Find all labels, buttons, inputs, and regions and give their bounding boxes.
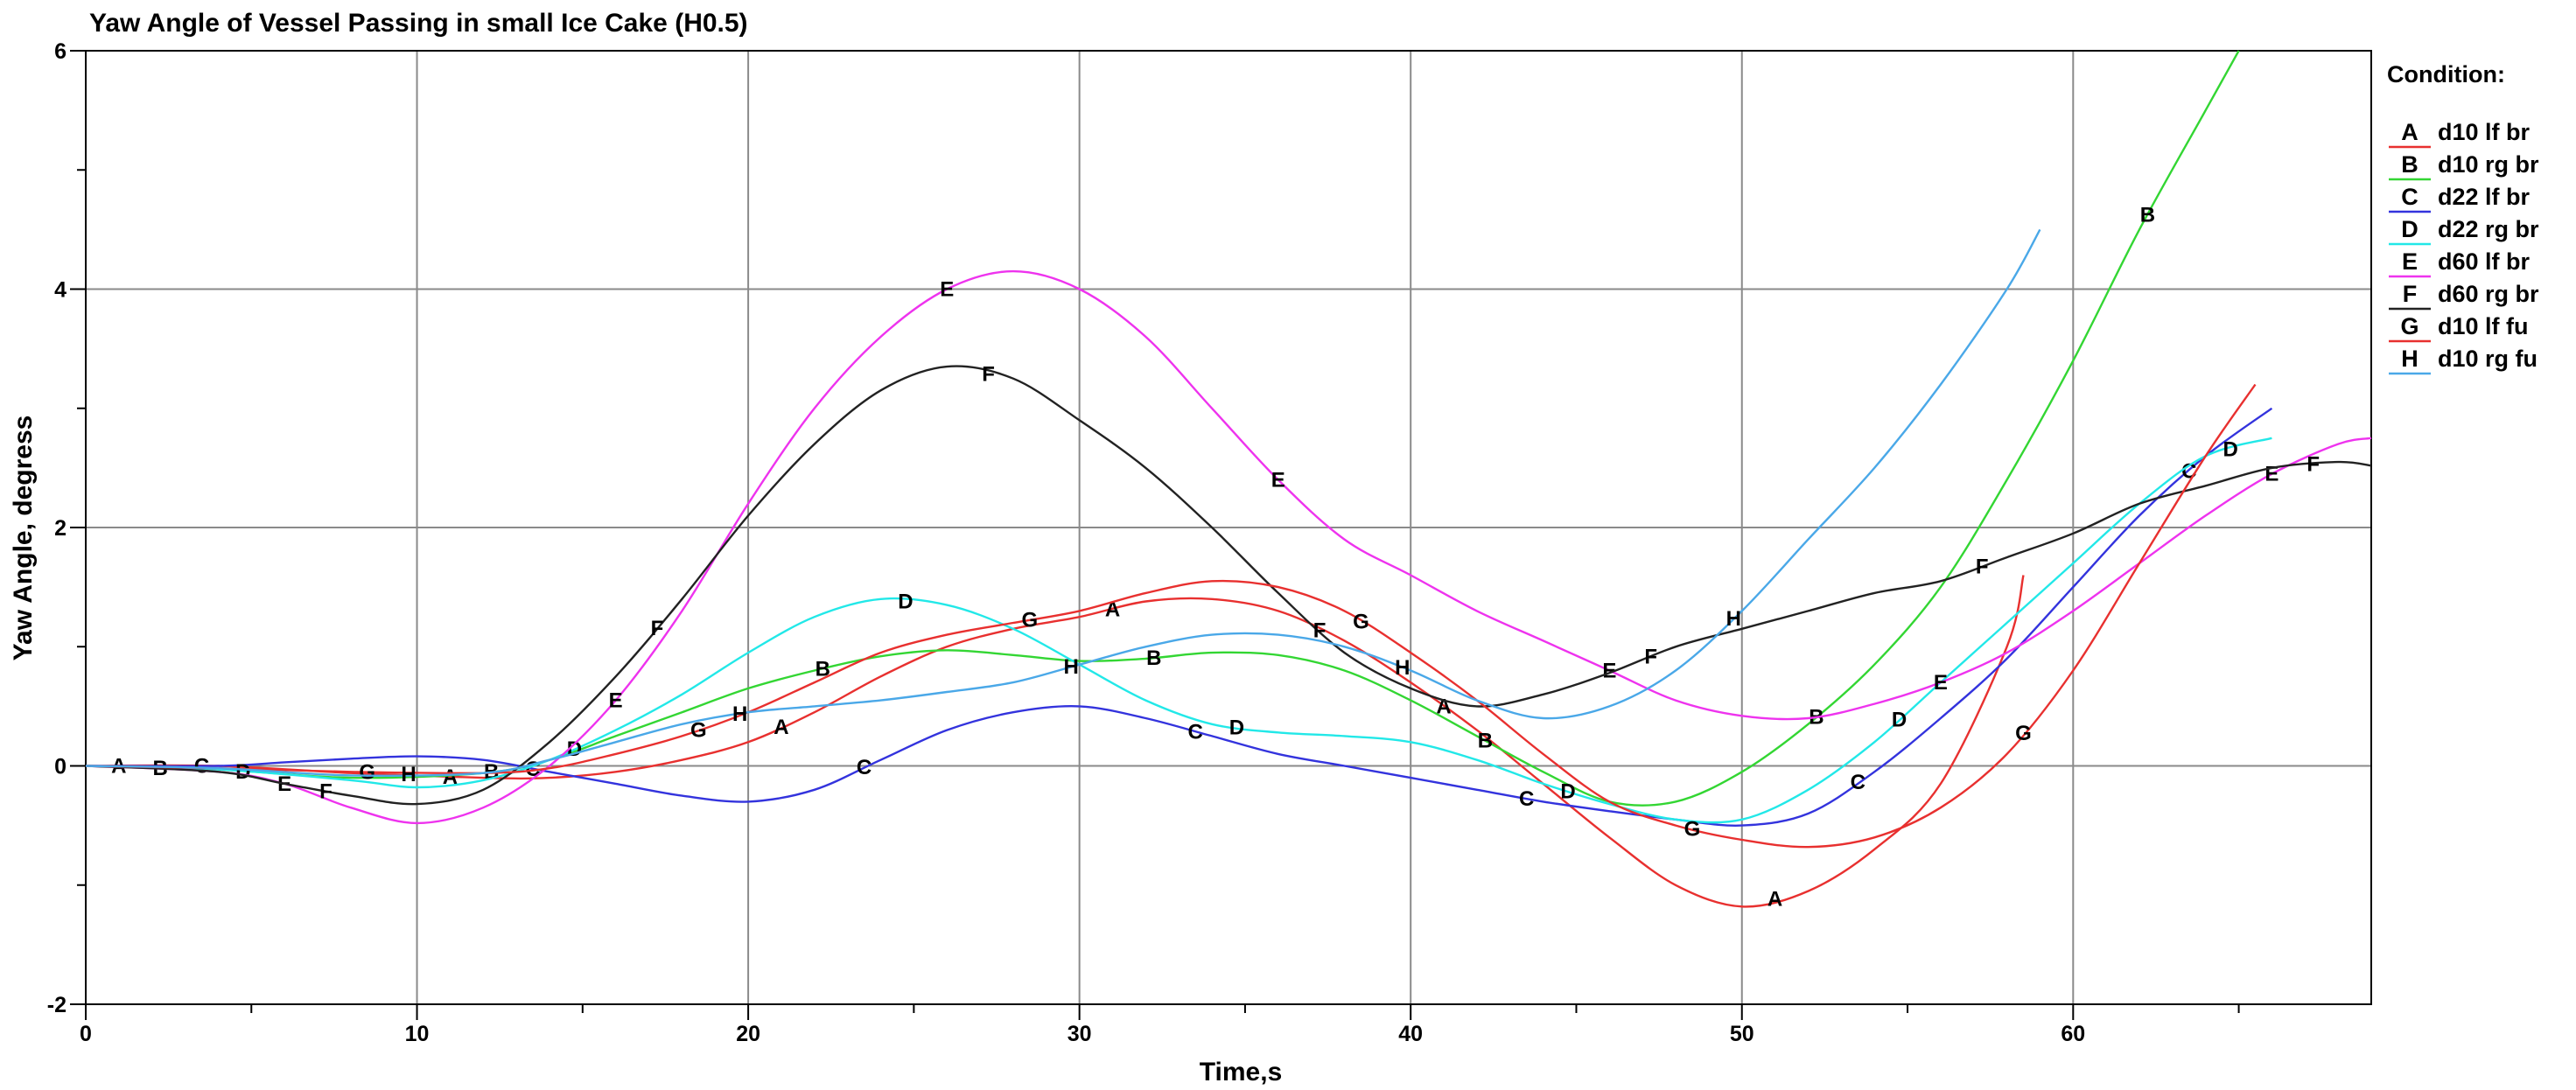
legend-marker: E bbox=[2402, 248, 2418, 275]
series-point-marker: H bbox=[1064, 655, 1079, 679]
x-axis-label: Time,s bbox=[1200, 1058, 1283, 1087]
series-point-marker: B bbox=[816, 657, 830, 681]
legend-marker: H bbox=[2401, 346, 2418, 372]
series-line-b bbox=[85, 50, 2240, 807]
y-tick-label: 0 bbox=[54, 755, 66, 779]
series-point-marker: F bbox=[982, 363, 995, 387]
series-point-marker: C bbox=[1519, 787, 1534, 811]
series-point-marker: F bbox=[651, 617, 664, 640]
series-point-marker: A bbox=[774, 716, 788, 739]
series-point-marker: D bbox=[235, 760, 250, 784]
series-point-marker: G bbox=[690, 719, 707, 743]
series-point-marker: H bbox=[401, 763, 416, 786]
series-point-marker: B bbox=[2140, 203, 2155, 227]
series-f: F F F F F F F bbox=[85, 363, 2372, 806]
series-point-marker: G bbox=[1684, 818, 1701, 842]
legend-label: d22 rg br bbox=[2438, 216, 2539, 242]
series-point-marker: D bbox=[1229, 716, 1244, 739]
series-point-marker: H bbox=[1395, 656, 1410, 680]
x-tick-label: 20 bbox=[736, 1022, 760, 1046]
series-point-marker: C bbox=[1851, 771, 1866, 794]
chart-title: Yaw Angle of Vessel Passing in small Ice… bbox=[89, 9, 748, 38]
series-point-marker: C bbox=[1187, 720, 1202, 744]
legend-label: d60 rg br bbox=[2438, 281, 2539, 307]
series-point-marker: D bbox=[898, 590, 913, 613]
legend-marker: B bbox=[2401, 151, 2418, 178]
legend-marker: A bbox=[2401, 119, 2418, 145]
legend-label: d60 lf br bbox=[2438, 248, 2530, 275]
series-point-marker: H bbox=[1726, 607, 1741, 631]
series-point-marker: G bbox=[359, 760, 375, 784]
y-tick-label: 6 bbox=[54, 39, 66, 64]
grid-lines bbox=[86, 51, 2371, 1004]
legend-marker: C bbox=[2401, 184, 2418, 210]
y-tick-label: 4 bbox=[54, 278, 66, 303]
legend-title: Condition: bbox=[2387, 61, 2505, 87]
series-h: H H H H H bbox=[85, 228, 2041, 786]
series-point-marker: F bbox=[2306, 453, 2320, 477]
series-g: G G G G G G bbox=[85, 383, 2257, 849]
legend-label: d10 lf br bbox=[2438, 119, 2530, 145]
legend-marker: D bbox=[2401, 216, 2418, 242]
legend-label: d22 lf br bbox=[2438, 184, 2530, 210]
legend-label: d10 rg fu bbox=[2438, 346, 2538, 372]
axis-ticks: 0 10 20 30 40 50 60 -2 0 2 4 6 bbox=[47, 39, 2240, 1046]
series-line-g bbox=[85, 383, 2257, 849]
x-tick-label: 50 bbox=[1730, 1022, 1754, 1046]
series-line-e bbox=[85, 269, 2372, 825]
series-point-marker: G bbox=[2015, 722, 2032, 745]
series-point-marker: E bbox=[940, 278, 954, 302]
series-line-h bbox=[85, 228, 2041, 777]
legend-label: d10 rg br bbox=[2438, 151, 2539, 178]
series-point-marker: C bbox=[194, 755, 209, 779]
series-point-marker: G bbox=[1353, 610, 1369, 633]
legend-marker: G bbox=[2400, 313, 2418, 339]
series-point-marker: F bbox=[319, 779, 332, 803]
x-tick-label: 0 bbox=[80, 1022, 92, 1046]
series-point-marker: B bbox=[1146, 646, 1161, 670]
series-point-marker: C bbox=[857, 756, 872, 779]
series-line-c bbox=[85, 407, 2273, 827]
y-tick-label: 2 bbox=[54, 516, 66, 541]
legend-label: d10 lf fu bbox=[2438, 313, 2529, 339]
x-tick-label: 30 bbox=[1068, 1022, 1092, 1046]
series-point-marker: E bbox=[1271, 469, 1285, 493]
series-point-marker: A bbox=[443, 765, 458, 789]
x-tick-label: 40 bbox=[1398, 1022, 1423, 1046]
series-line-f bbox=[85, 365, 2372, 806]
series-point-marker: D bbox=[1560, 780, 1575, 804]
y-axis-label: Yaw Angle, degress bbox=[9, 416, 38, 661]
series-point-marker: D bbox=[2222, 438, 2237, 462]
series-point-marker: D bbox=[1892, 709, 1907, 732]
series-point-marker: H bbox=[732, 702, 747, 726]
series-point-marker: E bbox=[1602, 660, 1616, 683]
series-point-marker: E bbox=[609, 689, 623, 713]
series-point-marker: B bbox=[1478, 730, 1493, 753]
x-tick-label: 60 bbox=[2061, 1022, 2085, 1046]
series-point-marker: F bbox=[1976, 555, 1989, 578]
series-point-marker: F bbox=[1313, 619, 1326, 643]
x-tick-label: 10 bbox=[405, 1022, 430, 1046]
legend-marker: F bbox=[2403, 281, 2418, 307]
series-point-marker: G bbox=[1022, 609, 1039, 632]
y-tick-label: -2 bbox=[47, 993, 66, 1017]
series-line-a bbox=[85, 575, 2025, 908]
series-point-marker: F bbox=[1644, 645, 1657, 668]
series-point-marker: E bbox=[1934, 671, 1948, 695]
series-point-marker: A bbox=[1768, 887, 1782, 911]
